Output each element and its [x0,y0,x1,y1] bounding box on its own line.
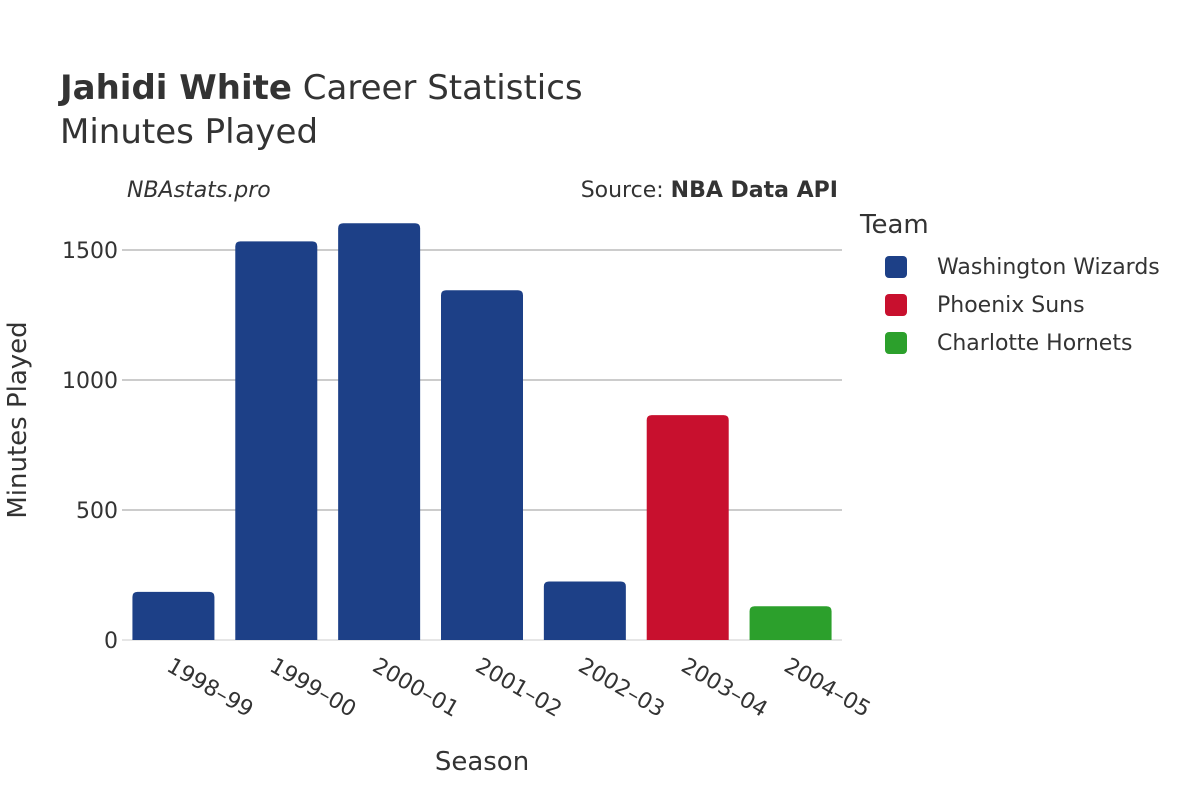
legend-item-charlotte-hornets[interactable]: Charlotte Hornets [885,324,1160,362]
bar-2004–05[interactable] [749,606,832,640]
site-credit: NBAstats.pro [127,178,271,203]
y-axis-label: Minutes Played [3,321,33,518]
x-axis-label: Season [435,747,529,777]
legend-label: Charlotte Hornets [937,330,1133,356]
bar-1999–00[interactable] [235,241,318,641]
legend-swatch [885,332,907,354]
x-tick-label: 1998–99 [162,654,257,723]
legend-item-washington-wizards[interactable]: Washington Wizards [885,248,1160,286]
legend-label: Phoenix Suns [937,292,1085,318]
legend: Team Washington Wizards Phoenix Suns Cha… [860,210,1160,362]
x-tick-label: 2000–01 [368,654,463,723]
x-tick-label: 1999–00 [265,654,360,723]
data-source: Source: NBA Data API [581,178,838,203]
source-prefix: Source: [580,178,671,203]
bars [132,223,832,641]
x-tick-labels: 1998–99 1999–00 2000–01 2001–02 2002–03 2003–… [162,654,874,723]
title-rest: Career Statistics [302,68,583,108]
legend-title: Team [860,210,929,240]
y-tick-label: 500 [76,499,118,524]
y-tick-label: 1000 [62,369,118,394]
player-name: Jahidi White [60,68,292,108]
y-tick-labels: 0 500 1000 1500 [62,239,118,654]
chart-title: Jahidi White Career Statistics [60,68,583,108]
chart-subtitle: Minutes Played [60,112,319,152]
bar-2003–04[interactable] [646,415,729,640]
x-tick-label: 2001–02 [471,654,566,723]
y-tick-label: 0 [104,629,118,654]
legend-item-phoenix-suns[interactable]: Phoenix Suns [885,286,1160,324]
legend-label: Washington Wizards [937,254,1160,280]
x-tick-label: 2004–05 [780,654,875,723]
bar-2001–02[interactable] [441,290,523,640]
source-name: NBA Data API [670,178,838,203]
bar-2000–01[interactable] [338,223,421,640]
x-tick-label: 2002–03 [574,654,669,723]
legend-swatch [885,256,907,278]
x-tick-label: 2003–04 [677,654,772,723]
legend-swatch [885,294,907,316]
chart-title-block: Jahidi White Career Statistics Minutes P… [60,68,583,152]
y-tick-label: 1500 [62,239,118,264]
bar-2002–03[interactable] [543,581,626,641]
bar-1998–99[interactable] [132,591,215,640]
